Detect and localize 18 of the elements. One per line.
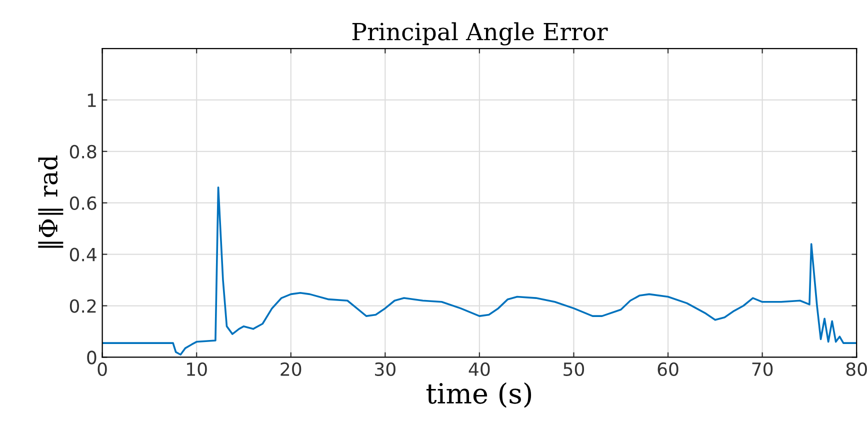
x-tick-label: 30 xyxy=(375,362,396,376)
y-tick-label: 0.6 xyxy=(70,196,96,210)
y-tick-label: 0.2 xyxy=(70,299,96,313)
chart-title: Principal Angle Error xyxy=(352,22,608,46)
x-tick-label: 20 xyxy=(280,362,302,376)
y-tick-label: 0 xyxy=(87,350,96,364)
y-tick-label: 0.8 xyxy=(70,144,96,159)
x-tick-label: 0 xyxy=(98,362,107,376)
x-tick-label: 70 xyxy=(752,362,773,376)
x-tick-label: 10 xyxy=(187,362,207,376)
y-axis-title: ‖Φ‖ rad xyxy=(38,155,64,248)
x-tick-label: 50 xyxy=(564,362,584,376)
y-tick-label: 0.4 xyxy=(70,248,96,262)
y-tick-label: 1 xyxy=(88,94,96,107)
x-tick-label: 80 xyxy=(846,362,867,376)
x-axis-title: time (s) xyxy=(426,382,532,408)
x-tick-label: 60 xyxy=(658,362,678,376)
x-tick-label: 40 xyxy=(468,362,490,376)
